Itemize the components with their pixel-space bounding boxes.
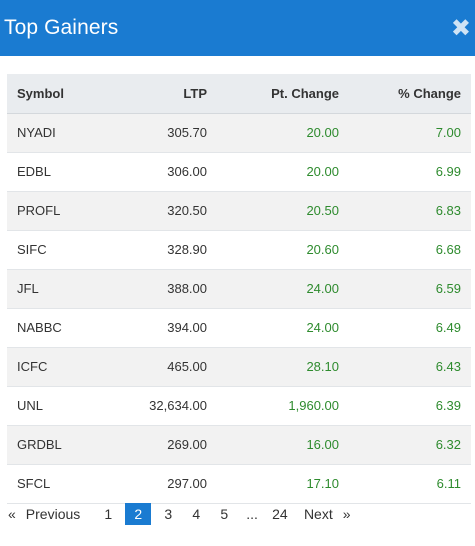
header-bar: Top Gainers ✖	[0, 0, 475, 56]
gainers-table: Symbol LTP Pt. Change % Change NYADI 305…	[7, 74, 471, 504]
pct-change-cell: 6.32	[349, 425, 471, 465]
pt-change-cell: 24.00	[217, 308, 349, 348]
symbol-cell[interactable]: UNL	[7, 386, 127, 426]
table-row[interactable]: JFL 388.00 24.00 6.59	[7, 269, 471, 309]
ltp-cell: 305.70	[127, 113, 217, 153]
pct-change-cell: 6.99	[349, 152, 471, 192]
pct-change-cell: 6.11	[349, 464, 471, 504]
table-row[interactable]: SIFC 328.90 20.60 6.68	[7, 230, 471, 270]
pct-change-cell: 7.00	[349, 113, 471, 153]
page-link-2-current[interactable]: 2	[125, 502, 152, 525]
page-link-last[interactable]: 24	[272, 505, 288, 522]
pt-change-cell: 20.50	[217, 191, 349, 231]
symbol-cell[interactable]: SFCL	[7, 464, 127, 504]
panel-title: Top Gainers	[4, 16, 119, 39]
column-header-pt-change[interactable]: Pt. Change	[217, 74, 349, 114]
pagination: « Previous 1 2 3 4 5 ... 24 Next »	[8, 502, 351, 525]
column-header-pct-change[interactable]: % Change	[349, 74, 471, 114]
symbol-cell[interactable]: NABBC	[7, 308, 127, 348]
page-ellipsis: ...	[246, 505, 258, 522]
column-header-symbol[interactable]: Symbol	[7, 74, 127, 114]
page-link-4[interactable]: 4	[192, 505, 201, 522]
table-row[interactable]: NYADI 305.70 20.00 7.00	[7, 113, 471, 153]
symbol-cell[interactable]: ICFC	[7, 347, 127, 387]
gainers-table-container: Symbol LTP Pt. Change % Change NYADI 305…	[7, 74, 471, 504]
page-link-3[interactable]: 3	[164, 505, 173, 522]
symbol-cell[interactable]: NYADI	[7, 113, 127, 153]
page-link-1[interactable]: 1	[104, 505, 113, 522]
table-row[interactable]: GRDBL 269.00 16.00 6.32	[7, 425, 471, 465]
pct-change-cell: 6.43	[349, 347, 471, 387]
table-body: NYADI 305.70 20.00 7.00 EDBL 306.00 20.0…	[7, 113, 471, 504]
ltp-cell: 465.00	[127, 347, 217, 387]
pt-change-cell: 20.00	[217, 152, 349, 192]
ltp-cell: 394.00	[127, 308, 217, 348]
table-row[interactable]: PROFL 320.50 20.50 6.83	[7, 191, 471, 231]
close-icon[interactable]: ✖	[450, 14, 471, 42]
previous-page-link[interactable]: Previous	[25, 505, 81, 522]
table-row[interactable]: UNL 32,634.00 1,960.00 6.39	[7, 386, 471, 426]
ltp-cell: 306.00	[127, 152, 217, 192]
first-page-arrow-icon[interactable]: «	[8, 505, 16, 522]
page-link-5[interactable]: 5	[220, 505, 229, 522]
ltp-cell: 388.00	[127, 269, 217, 309]
header-row: Symbol LTP Pt. Change % Change	[7, 74, 471, 114]
pct-change-cell: 6.39	[349, 386, 471, 426]
column-header-ltp[interactable]: LTP	[127, 74, 217, 114]
table-row[interactable]: NABBC 394.00 24.00 6.49	[7, 308, 471, 348]
ltp-cell: 269.00	[127, 425, 217, 465]
pt-change-cell: 20.60	[217, 230, 349, 270]
symbol-cell[interactable]: GRDBL	[7, 425, 127, 465]
symbol-cell[interactable]: JFL	[7, 269, 127, 309]
next-page-link[interactable]: Next	[303, 505, 333, 522]
ltp-cell: 328.90	[127, 230, 217, 270]
table-row[interactable]: ICFC 465.00 28.10 6.43	[7, 347, 471, 387]
pt-change-cell: 20.00	[217, 113, 349, 153]
pt-change-cell: 24.00	[217, 269, 349, 309]
ltp-cell: 320.50	[127, 191, 217, 231]
pct-change-cell: 6.68	[349, 230, 471, 270]
symbol-cell[interactable]: SIFC	[7, 230, 127, 270]
ltp-cell: 297.00	[127, 464, 217, 504]
table-header: Symbol LTP Pt. Change % Change	[7, 74, 471, 114]
pct-change-cell: 6.83	[349, 191, 471, 231]
table-row[interactable]: SFCL 297.00 17.10 6.11	[7, 464, 471, 504]
pt-change-cell: 16.00	[217, 425, 349, 465]
symbol-cell[interactable]: PROFL	[7, 191, 127, 231]
last-page-arrow-icon[interactable]: »	[342, 505, 351, 522]
pt-change-cell: 17.10	[217, 464, 349, 504]
pct-change-cell: 6.49	[349, 308, 471, 348]
table-row[interactable]: EDBL 306.00 20.00 6.99	[7, 152, 471, 192]
pt-change-cell: 28.10	[217, 347, 349, 387]
pct-change-cell: 6.59	[349, 269, 471, 309]
ltp-cell: 32,634.00	[127, 386, 217, 426]
pt-change-cell: 1,960.00	[217, 386, 349, 426]
symbol-cell[interactable]: EDBL	[7, 152, 127, 192]
